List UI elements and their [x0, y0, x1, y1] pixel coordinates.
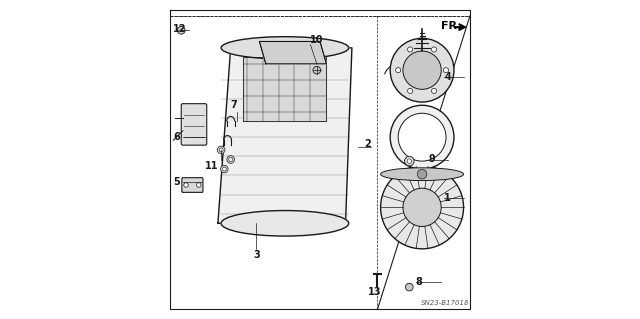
FancyBboxPatch shape — [182, 178, 203, 192]
Text: 6: 6 — [173, 132, 180, 142]
Polygon shape — [218, 48, 352, 223]
FancyBboxPatch shape — [181, 104, 207, 145]
Circle shape — [406, 283, 413, 291]
Circle shape — [403, 51, 441, 89]
Circle shape — [403, 188, 441, 226]
Circle shape — [227, 156, 234, 163]
Text: 3: 3 — [253, 250, 260, 260]
Text: 7: 7 — [230, 100, 237, 110]
Circle shape — [396, 68, 401, 73]
Text: 11: 11 — [205, 161, 219, 171]
Circle shape — [390, 38, 454, 102]
Text: 1: 1 — [444, 193, 451, 203]
Polygon shape — [259, 41, 326, 64]
Circle shape — [408, 47, 413, 52]
Circle shape — [228, 158, 232, 161]
Text: 10: 10 — [310, 35, 324, 45]
Circle shape — [398, 113, 446, 161]
Circle shape — [417, 169, 427, 179]
Circle shape — [222, 167, 226, 171]
Text: 4: 4 — [444, 71, 451, 82]
Circle shape — [408, 88, 413, 93]
Circle shape — [184, 183, 188, 187]
Text: 5: 5 — [173, 177, 180, 187]
Ellipse shape — [221, 211, 349, 236]
Circle shape — [431, 88, 436, 93]
Text: SN23-B17018: SN23-B17018 — [421, 300, 470, 306]
Circle shape — [404, 156, 414, 166]
Circle shape — [219, 148, 223, 152]
Ellipse shape — [381, 168, 463, 181]
Circle shape — [381, 166, 463, 249]
Circle shape — [196, 183, 201, 187]
Text: 12: 12 — [173, 24, 187, 34]
Text: 13: 13 — [368, 287, 381, 297]
Circle shape — [444, 68, 449, 73]
Circle shape — [220, 165, 228, 173]
Circle shape — [390, 105, 454, 169]
Text: FR.: FR. — [440, 20, 461, 31]
Polygon shape — [259, 41, 326, 64]
Text: 8: 8 — [416, 277, 422, 287]
Polygon shape — [243, 57, 326, 121]
Circle shape — [218, 146, 225, 154]
Circle shape — [431, 47, 436, 52]
Circle shape — [313, 66, 321, 74]
Text: 9: 9 — [428, 154, 435, 165]
Ellipse shape — [221, 37, 349, 59]
Text: 2: 2 — [365, 138, 371, 149]
Circle shape — [407, 159, 412, 163]
Circle shape — [177, 26, 185, 34]
